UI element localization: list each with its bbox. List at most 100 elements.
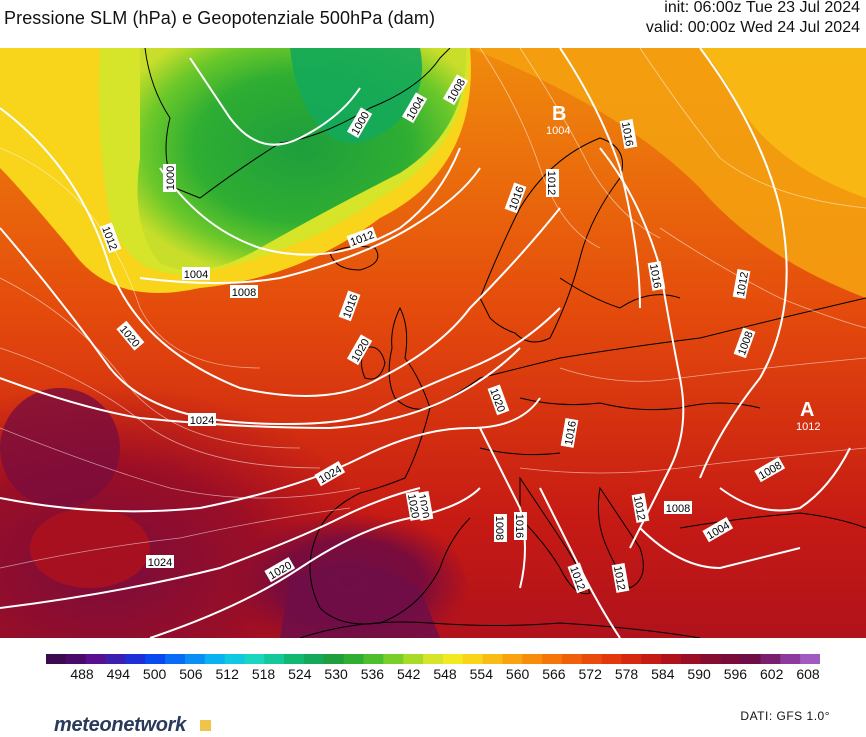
run-info: init: 06:00z Tue 23 Jul 2024 valid: 00:0…	[646, 0, 860, 38]
colorbar-tick: 608	[796, 666, 820, 682]
isobar-label: 1016	[560, 417, 579, 448]
isobar-label: 1008	[664, 501, 692, 515]
colorbar-swatch	[145, 654, 166, 664]
colorbar-tick: 542	[397, 666, 421, 682]
high-pressure-center: A	[800, 399, 814, 421]
colorbar-labels: 488 494 500 506 512 518 524 530 536 542 548 554 560 5…	[46, 666, 820, 686]
colorbar-swatch	[621, 654, 642, 664]
isobar-label: 1024	[146, 555, 174, 569]
svg-text:1016: 1016	[619, 121, 635, 147]
isobar-label: 1000	[163, 164, 177, 192]
high-pressure-value: 1012	[796, 421, 820, 433]
init-time: init: 06:00z Tue 23 Jul 2024	[664, 0, 860, 16]
svg-text:1012: 1012	[631, 495, 647, 521]
svg-text:1012: 1012	[611, 565, 627, 591]
colorbar-swatch	[224, 654, 245, 664]
colorbar-swatch	[462, 654, 484, 664]
isobar-label: 1020	[405, 490, 424, 521]
colorbar-swatch	[522, 654, 543, 664]
geopotential-contours	[0, 48, 866, 569]
isobar-label: 1016	[513, 512, 527, 540]
colorbar-tick: 572	[578, 666, 602, 682]
isobar-label: 1016	[647, 260, 666, 291]
colorbar	[46, 654, 820, 664]
colorbar-swatch	[343, 654, 365, 664]
colorbar-tick: 596	[723, 666, 748, 682]
colorbar-swatch	[482, 654, 503, 664]
colorbar-swatch	[700, 654, 722, 664]
colorbar-swatch	[284, 654, 305, 664]
colorbar-tick: 560	[505, 666, 530, 682]
svg-text:1016: 1016	[513, 514, 525, 538]
colorbar-tick: 518	[251, 666, 276, 682]
isobar-label: 1012	[545, 169, 559, 197]
low-pressure-center: B	[552, 103, 566, 125]
colorbar-swatch	[125, 654, 146, 664]
colorbar-swatch	[403, 654, 424, 664]
svg-text:1008: 1008	[666, 503, 690, 515]
data-source: DATI: GFS 1.0°	[740, 709, 830, 723]
svg-text:1016: 1016	[647, 263, 663, 289]
svg-text:1004: 1004	[184, 269, 208, 281]
logo-square	[200, 720, 211, 731]
isobar-label: 1004	[182, 267, 210, 281]
colorbar-swatch	[244, 654, 265, 664]
colorbar-swatch	[165, 654, 186, 664]
isobars	[0, 48, 851, 638]
colorbar-swatch	[363, 654, 384, 664]
colorbar-tick: 578	[614, 666, 639, 682]
colorbar-swatch	[204, 654, 226, 664]
colorbar-swatch	[562, 654, 583, 664]
colorbar-tick: 500	[142, 666, 167, 682]
colorbar-swatch	[105, 654, 126, 664]
svg-text:1024: 1024	[148, 557, 172, 569]
colorbar-swatch	[760, 654, 781, 664]
colorbar-swatch	[383, 654, 404, 664]
colorbar-swatch	[442, 654, 464, 664]
isobar-label: 1012	[611, 562, 630, 593]
colorbar-tick: 494	[106, 666, 130, 682]
colorbar-swatch	[581, 654, 603, 664]
isobar-label: 1012	[631, 492, 650, 523]
valid-time: valid: 00:00z Wed 24 Jul 2024	[645, 19, 860, 36]
svg-text:1016: 1016	[563, 420, 579, 446]
colorbar-swatch	[800, 654, 820, 664]
svg-text:1012: 1012	[545, 171, 557, 195]
colorbar-tick: 530	[324, 666, 348, 682]
isobar-label: 1024	[188, 413, 216, 427]
colorbar-tick: 584	[651, 666, 675, 682]
map-canvas: B 1004 A 1012 10001000100410081012100410…	[0, 48, 866, 638]
colorbar-tick: 512	[215, 666, 239, 682]
colorbar-tick: 554	[469, 666, 493, 682]
colorbar-swatch	[46, 654, 67, 664]
colorbar-swatch	[720, 654, 742, 664]
colorbar-swatch	[65, 654, 87, 664]
isobar-label: 1008	[230, 285, 258, 299]
colorbar-tick: 548	[433, 666, 457, 682]
colorbar-swatch	[323, 654, 345, 664]
low-pressure-value: 1004	[546, 125, 570, 137]
svg-text:1000: 1000	[165, 166, 177, 190]
colorbar-swatch	[780, 654, 801, 664]
colorbar-tick: 566	[542, 666, 566, 682]
colorbar-swatch	[184, 654, 206, 664]
coastlines	[144, 48, 866, 638]
isobar-label: 1008	[493, 514, 507, 542]
isobar-label: 1012	[732, 268, 751, 299]
colorbar-tick: 590	[687, 666, 711, 682]
colorbar-swatch	[502, 654, 523, 664]
forecast-map[interactable]: B 1004 A 1012 1000 1000 1004 1008 1012 1004 10…	[0, 48, 866, 638]
svg-text:1020: 1020	[405, 493, 421, 519]
colorbar-swatch	[304, 654, 325, 664]
svg-text:1012: 1012	[735, 271, 751, 297]
colorbar-swatch	[681, 654, 702, 664]
colorbar-swatch	[601, 654, 623, 664]
colorbar-swatch	[740, 654, 761, 664]
svg-text:1008: 1008	[493, 516, 505, 540]
map-title: Pressione SLM (hPa) e Geopotenziale 500h…	[4, 8, 436, 28]
colorbar-swatch	[264, 654, 285, 664]
colorbar-tick: 536	[360, 666, 385, 682]
colorbar-swatch	[85, 654, 107, 664]
colorbar-tick: 506	[179, 666, 203, 682]
colorbar-swatch	[641, 654, 662, 664]
